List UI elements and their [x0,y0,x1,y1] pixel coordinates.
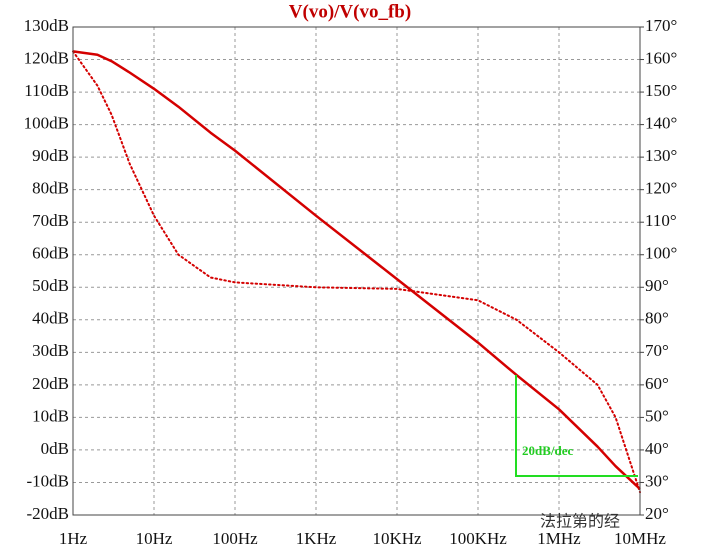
y2-tick-label: 40° [645,439,669,458]
y2-tick-label: 170° [645,16,677,35]
plot [72,50,641,494]
y2-tick-label: 100° [645,244,677,263]
x-tick-label: 1Hz [59,529,88,548]
y2-tick-label: 120° [645,179,677,198]
y2-tick-label: 20° [645,504,669,523]
y-tick-label: 60dB [32,244,69,263]
watermark: 法拉第的经 [540,512,620,531]
y-tick-label: 50dB [32,276,69,295]
chart-title: V(vo)/V(vo_fb) [289,1,411,22]
y-tick-label: 90dB [32,146,69,165]
y-tick-label: 100dB [24,114,69,133]
x-tick-label: 10KHz [372,529,422,548]
y-tick-label: 30dB [32,341,69,360]
x-tick-label: 1KHz [296,529,337,548]
y2-tick-label: 90° [645,276,669,295]
y2-tick-label: 60° [645,374,669,393]
slope-marker [515,375,638,477]
x-tick-label: 100KHz [449,529,507,548]
y-tick-label: 40dB [32,309,69,328]
x-tick-label: 10MHz [614,529,666,548]
x-tick-label: 10Hz [136,529,173,548]
y-tick-label: -20dB [27,504,70,523]
y-tick-label: 120dB [24,48,69,67]
y2-tick-label: 50° [645,406,669,425]
y-tick-label: 20dB [32,374,69,393]
y2-tick-label: 30° [645,471,669,490]
y-tick-label: 80dB [32,179,69,198]
y-tick-label: 70dB [32,211,69,230]
x-tick-label: 1MHz [537,529,581,548]
series-line [72,50,641,490]
x-tick-label: 100Hz [212,529,258,548]
y2-tick-label: 130° [645,146,677,165]
y2-tick-label: 140° [645,114,677,133]
annotation: 20dB/dec [522,443,574,458]
y2-tick-label: 160° [645,48,677,67]
y2-tick-label: 70° [645,341,669,360]
series-line [72,50,641,494]
y-tick-label: -10dB [27,471,70,490]
plot-frame [72,26,641,516]
y2-tick-label: 80° [645,309,669,328]
y2-tick-label: 150° [645,81,677,100]
y-tick-label: 0dB [41,439,69,458]
y-tick-label: 10dB [32,406,69,425]
y-tick-label: 110dB [24,81,69,100]
y-tick-label: 130dB [24,16,69,35]
y2-tick-label: 110° [645,211,677,230]
